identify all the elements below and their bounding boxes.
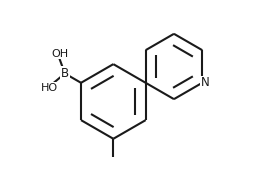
Text: B: B [61, 67, 69, 80]
Text: N: N [201, 76, 209, 89]
Text: HO: HO [41, 83, 58, 93]
Text: OH: OH [52, 49, 69, 59]
